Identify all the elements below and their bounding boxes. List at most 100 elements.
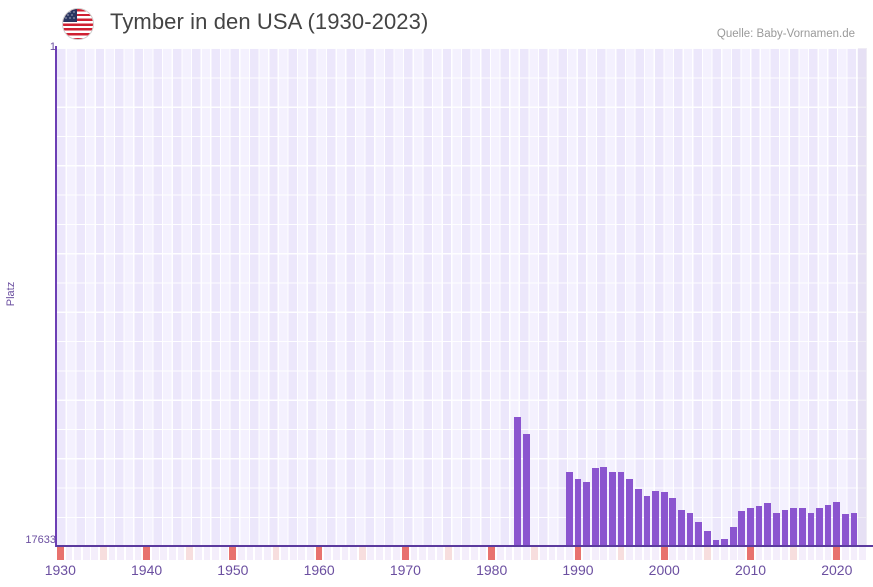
x-tick-1982 xyxy=(505,547,513,560)
source-attribution: Quelle: Baby-Vornamen.de xyxy=(716,28,855,40)
x-tick-1973 xyxy=(427,547,435,560)
x-tick-2001 xyxy=(669,547,677,560)
x-tick-1985 xyxy=(531,547,539,560)
x-tick-1995 xyxy=(617,547,625,560)
x-tick-1991 xyxy=(583,547,590,560)
x-tick-1956 xyxy=(281,547,288,560)
y-axis-top-label: 1 xyxy=(49,41,56,53)
x-axis-label-1960: 1960 xyxy=(303,562,335,578)
x-tick-2006 xyxy=(712,547,720,560)
bar-2012 xyxy=(764,503,772,545)
bar-2007 xyxy=(721,539,728,545)
x-tick-1976 xyxy=(453,547,461,560)
x-tick-1966 xyxy=(367,547,375,560)
bar-1995 xyxy=(617,472,625,545)
y-axis-title: Platz xyxy=(5,281,17,307)
bar-2002 xyxy=(678,510,685,545)
x-tick-1937 xyxy=(117,547,124,560)
bar-1989 xyxy=(565,472,573,545)
x-tick-2020 xyxy=(833,547,841,560)
x-axis-label-1950: 1950 xyxy=(217,562,249,578)
x-axis-label-1940: 1940 xyxy=(131,562,163,578)
x-tick-1962 xyxy=(332,547,340,560)
x-tick-2019 xyxy=(824,547,832,560)
page-title: Tymber in den USA (1930-2023) xyxy=(110,9,429,34)
x-tick-1984 xyxy=(522,547,530,560)
x-tick-1940 xyxy=(143,547,150,560)
x-tick-1946 xyxy=(194,547,202,560)
x-tick-1935 xyxy=(100,547,107,560)
x-tick-1953 xyxy=(255,547,263,560)
x-tick-2018 xyxy=(816,547,823,560)
x-tick-1993 xyxy=(600,547,608,560)
x-tick-1944 xyxy=(177,547,185,560)
x-tick-1994 xyxy=(609,547,616,560)
bar-1984 xyxy=(522,434,530,545)
x-tick-1999 xyxy=(652,547,659,560)
x-tick-2002 xyxy=(678,547,685,560)
x-tick-1965 xyxy=(358,547,366,560)
x-tick-1997 xyxy=(634,547,642,560)
x-tick-2015 xyxy=(790,547,797,560)
x-tick-1979 xyxy=(479,547,487,560)
bar-2018 xyxy=(816,508,823,545)
x-axis-label-1930: 1930 xyxy=(44,562,76,578)
x-tick-2008 xyxy=(729,547,737,560)
bar-2014 xyxy=(781,510,789,545)
bar-2010 xyxy=(747,508,754,545)
bar-2006 xyxy=(712,539,720,545)
x-tick-2011 xyxy=(755,547,763,560)
x-tick-1949 xyxy=(220,547,228,560)
x-tick-2016 xyxy=(798,547,806,560)
x-tick-1959 xyxy=(307,547,314,560)
x-tick-2012 xyxy=(764,547,772,560)
x-tick-2009 xyxy=(738,547,746,560)
x-tick-1967 xyxy=(376,547,383,560)
bar-1983 xyxy=(514,417,521,545)
bar-2022 xyxy=(850,512,858,545)
bar-2019 xyxy=(824,505,832,545)
x-tick-2021 xyxy=(842,547,849,560)
bar-2016 xyxy=(798,508,806,545)
x-axis-label-1980: 1980 xyxy=(476,562,508,578)
x-tick-2010 xyxy=(747,547,754,560)
x-tick-1977 xyxy=(462,547,470,560)
x-tick-1931 xyxy=(65,547,73,560)
bar-1994 xyxy=(609,472,616,545)
bar-2009 xyxy=(738,511,746,545)
bar-2008 xyxy=(729,526,737,545)
x-tick-1938 xyxy=(125,547,133,560)
x-tick-1948 xyxy=(212,547,219,560)
bar-2021 xyxy=(842,514,849,545)
usa-flag-icon xyxy=(62,8,94,40)
x-tick-1952 xyxy=(246,547,254,560)
x-tick-2013 xyxy=(772,547,780,560)
bar-1992 xyxy=(591,467,599,545)
x-tick-1968 xyxy=(384,547,392,560)
x-tick-2014 xyxy=(781,547,789,560)
x-tick-1998 xyxy=(643,547,651,560)
x-tick-1986 xyxy=(540,547,547,560)
x-axis-label-1970: 1970 xyxy=(389,562,421,578)
x-axis-label-1990: 1990 xyxy=(562,562,594,578)
x-tick-1947 xyxy=(203,547,211,560)
no-data-shaded-region xyxy=(858,48,867,545)
x-tick-1939 xyxy=(134,547,142,560)
bar-1997 xyxy=(634,489,642,545)
x-tick-1934 xyxy=(91,547,99,560)
x-tick-1951 xyxy=(238,547,245,560)
x-tick-1992 xyxy=(591,547,599,560)
chart-header: Tymber in den USA (1930-2023) Quelle: Ba… xyxy=(0,0,873,48)
x-tick-1945 xyxy=(186,547,194,560)
x-tick-1957 xyxy=(289,547,297,560)
bar-1996 xyxy=(626,479,634,545)
x-tick-1975 xyxy=(445,547,452,560)
x-tick-1971 xyxy=(410,547,418,560)
x-tick-1983 xyxy=(514,547,521,560)
x-tick-1955 xyxy=(272,547,280,560)
x-tick-1969 xyxy=(393,547,401,560)
bar-2001 xyxy=(669,497,677,545)
x-tick-1990 xyxy=(574,547,582,560)
y-axis-bottom-label: 17633 xyxy=(25,534,56,546)
